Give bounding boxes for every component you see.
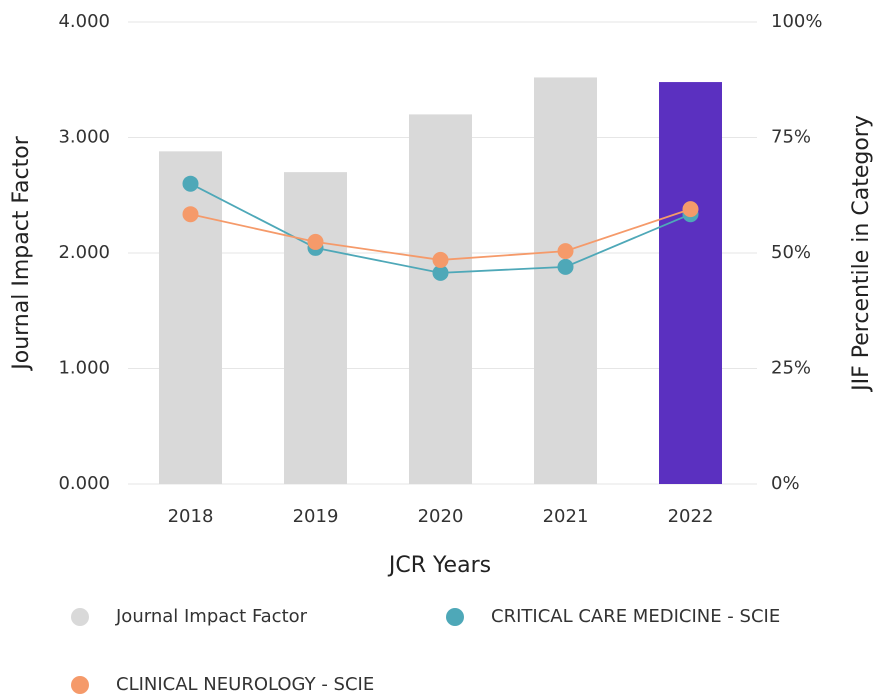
y2-tick-label: 100%: [771, 11, 822, 32]
y-tick-label: 2.000: [58, 242, 110, 263]
y-tick-label: 4.000: [58, 11, 110, 32]
x-tick-label: 2020: [418, 506, 464, 527]
bar: [284, 172, 347, 484]
y2-tick-label: 25%: [771, 358, 811, 379]
bar: [534, 77, 597, 484]
y2-tick-label: 50%: [771, 242, 811, 263]
y2-axis-title: JIF Percentile in Category: [849, 115, 874, 393]
legend-marker: [446, 608, 464, 626]
legend-label: CLINICAL NEUROLOGY - SCIE: [116, 674, 374, 695]
point: [182, 206, 199, 223]
point: [682, 201, 699, 218]
x-tick-label: 2018: [168, 506, 214, 527]
legend-marker: [71, 608, 89, 626]
bar: [659, 82, 722, 484]
legend-label: Journal Impact Factor: [115, 606, 308, 627]
x-axis-title: JCR Years: [387, 553, 491, 578]
y2-tick-label: 75%: [771, 127, 811, 148]
y-tick-label: 1.000: [58, 358, 110, 379]
point: [307, 233, 324, 250]
x-tick-label: 2019: [293, 506, 339, 527]
y-tick-label: 0.000: [58, 473, 110, 494]
point: [432, 251, 449, 268]
x-tick-label: 2021: [543, 506, 589, 527]
y-axis-title: Journal Impact Factor: [9, 135, 34, 371]
point: [557, 243, 574, 260]
x-tick-label: 2022: [668, 506, 714, 527]
legend-label: CRITICAL CARE MEDICINE - SCIE: [491, 606, 780, 627]
legend-marker: [71, 676, 89, 694]
y-tick-label: 3.000: [58, 127, 110, 148]
y2-tick-label: 0%: [771, 473, 800, 494]
point: [557, 258, 574, 275]
point: [182, 175, 199, 192]
bar: [159, 151, 222, 485]
bar: [409, 114, 472, 485]
point: [432, 264, 449, 281]
